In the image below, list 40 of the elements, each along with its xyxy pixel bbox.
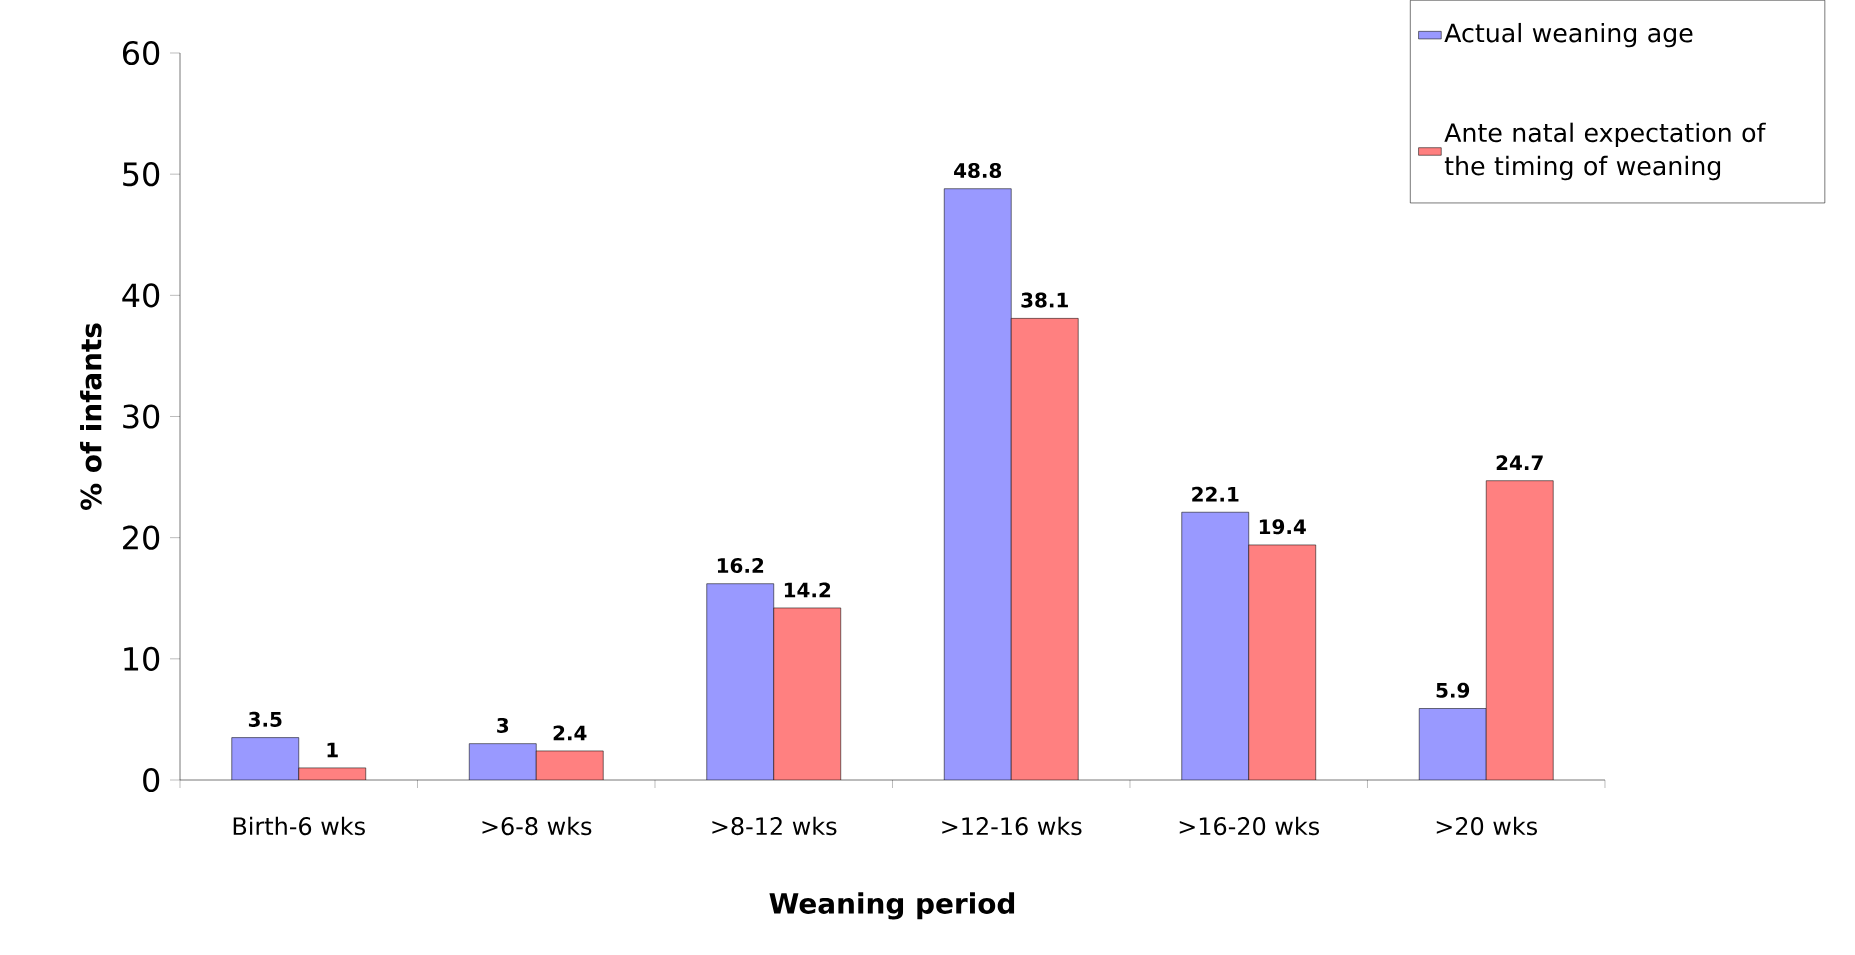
legend-label: Ante natal expectation of the timing of weaning (1444, 122, 1766, 181)
x-tick-label: Birth-6 wks (233, 816, 365, 836)
legend-label: Actual weaning age (1444, 22, 1693, 48)
x-tick-label: >8-12 wks (712, 816, 837, 836)
y-axis-title: % of infants (80, 323, 102, 511)
data-label: 16.2 (717, 557, 764, 574)
bar (469, 743, 537, 780)
data-label: 14.2 (784, 582, 831, 598)
bar (1011, 318, 1079, 780)
data-label: 3 (497, 717, 509, 733)
data-label: 1 (327, 742, 338, 758)
y-tick-label: 20 (123, 525, 160, 550)
data-label: 2.4 (553, 725, 587, 741)
data-label: 3.5 (248, 711, 282, 727)
bar (1418, 708, 1487, 780)
x-tick-label: >16-20 wks (1179, 816, 1320, 836)
bar (1181, 512, 1249, 780)
data-label: 24.7 (1496, 455, 1543, 471)
y-tick-label: 40 (122, 283, 160, 308)
bar (1248, 544, 1316, 780)
data-label: 19.4 (1259, 519, 1306, 535)
bar (773, 607, 841, 780)
bar (536, 750, 604, 780)
bar (231, 737, 299, 780)
x-tick-label: >12-16 wks (942, 816, 1082, 836)
data-label: 5.9 (1436, 682, 1470, 698)
y-tick-label: 50 (123, 162, 160, 187)
data-label: 48.8 (954, 162, 1002, 179)
x-tick-label: >6-8 wks (482, 816, 592, 836)
data-label: 22.1 (1192, 486, 1239, 502)
y-tick-label: 0 (143, 767, 160, 793)
data-label: 38.1 (1021, 292, 1068, 308)
x-axis-title: Weaning period (769, 892, 1015, 920)
y-tick-label: 60 (122, 40, 160, 66)
x-tick-label: >20 wks (1436, 816, 1537, 836)
bar (706, 583, 774, 780)
y-tick-label: 10 (124, 646, 160, 671)
bar (1485, 480, 1554, 780)
bar (944, 188, 1012, 780)
y-tick-label: 30 (123, 404, 160, 429)
